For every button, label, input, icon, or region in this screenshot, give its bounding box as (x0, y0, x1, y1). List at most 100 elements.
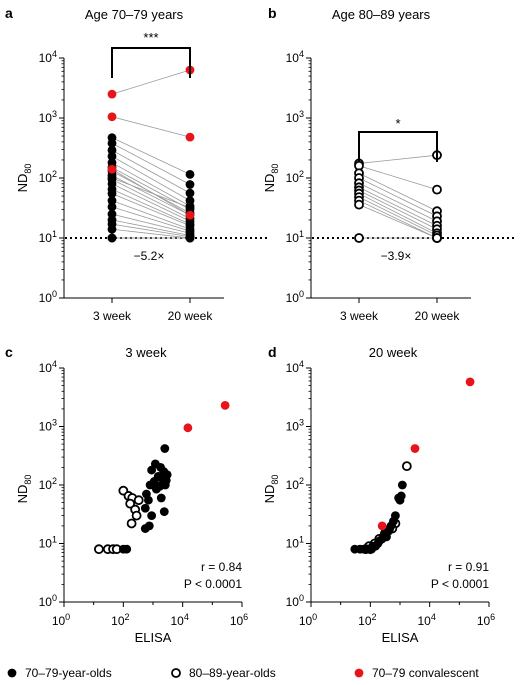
y-tick-label: 102 (39, 476, 57, 492)
point-3-week (107, 173, 117, 183)
y-tick-label: 104 (39, 49, 57, 65)
data-point-black (147, 511, 157, 520)
pair-connector (358, 193, 438, 234)
data-point-red (220, 400, 230, 410)
data-point-black (147, 465, 157, 475)
data-point-red (465, 377, 475, 387)
legend-marker (354, 668, 364, 678)
data-point-open (131, 510, 142, 521)
point-3-week (107, 151, 117, 161)
significance-bracket (111, 47, 191, 78)
y-tick-label: 102 (286, 169, 304, 185)
data-point-open (126, 518, 137, 529)
data-point-black (367, 544, 376, 554)
y-tick-label: 103 (39, 109, 57, 125)
data-point-open (133, 495, 144, 506)
point-20-week (185, 169, 195, 179)
significance-label: *** (143, 30, 158, 45)
pair-connector (111, 162, 191, 207)
pair-connector (111, 188, 191, 225)
data-point-red (183, 423, 193, 433)
pair-connector (111, 69, 191, 95)
point-3-week (107, 196, 117, 206)
point-20-week (185, 203, 195, 213)
y-tick-label: 101 (286, 229, 304, 245)
pair-connector (358, 177, 438, 217)
legend-label: 80–89-year-olds (189, 666, 276, 680)
x-tick-label: 104 (170, 612, 188, 628)
point-20-week (185, 188, 195, 198)
point-20-week (185, 210, 195, 220)
panel-a: a Age 70–79 years ND80 100 101 102 103 104 3 wee… (5, 5, 267, 323)
pair-connector (111, 142, 191, 185)
x-tick-label: 100 (52, 612, 70, 628)
data-point-black (394, 493, 404, 503)
point-3-week (107, 112, 117, 122)
y-tick-label: 102 (39, 169, 57, 185)
pair-connector (111, 200, 191, 230)
x-tick-label: 20 week (415, 309, 461, 323)
point-20-week (185, 233, 195, 243)
pair-connector (111, 149, 191, 194)
r-value: r = 0.84 (201, 560, 242, 574)
x-tick-label: 102 (111, 612, 129, 628)
point-3-week (107, 224, 117, 234)
pair-connector (358, 186, 438, 227)
data-point-open (401, 461, 412, 472)
x-axis-label: ELISA (382, 630, 419, 645)
pair-connector (111, 228, 191, 239)
panel-title: 20 week (369, 345, 418, 360)
panel-d: d 20 week ND80 100 101 102 103 104 100 102 104 106 E… (262, 344, 495, 645)
pair-connector (111, 155, 191, 201)
y-tick-label: 102 (286, 476, 304, 492)
data-point-red (377, 521, 387, 531)
legend-label: 70–79 convalescent (372, 666, 479, 680)
data-point-open (125, 498, 136, 509)
pair-connector (111, 206, 191, 232)
point-3-week (107, 164, 117, 174)
panel-title: Age 80–89 years (332, 7, 431, 22)
pair-connector (358, 204, 438, 239)
p-value: P < 0.0001 (431, 577, 489, 591)
y-tick-label: 101 (39, 535, 57, 551)
data-point-red (410, 444, 420, 453)
data-point-black (397, 480, 407, 490)
pair-connector (358, 165, 438, 191)
y-tick-label: 104 (286, 359, 304, 375)
panel-title: 3 week (125, 345, 167, 360)
x-tick-label: 3 week (340, 309, 379, 323)
x-tick-label: 3 week (93, 309, 132, 323)
panel-letter: c (5, 344, 13, 360)
panel-b: b Age 80–89 years ND80 100 101 102 103 104 3 wee… (262, 5, 514, 323)
pair-connector (111, 223, 191, 238)
data-point-black (140, 503, 150, 513)
point-3-week (107, 202, 117, 212)
pair-connector (111, 219, 191, 236)
x-axis-label: ELISA (135, 630, 172, 645)
pair-connector (358, 172, 438, 212)
data-point-black (145, 480, 155, 490)
point-3-week (107, 145, 117, 155)
y-tick-label: 103 (286, 109, 304, 125)
pair-connector (111, 175, 191, 216)
pair-connector (358, 200, 438, 239)
legend: 70–79-year-olds 80–89-year-olds 70–79 conv… (7, 666, 479, 680)
y-axis-label: ND80 (15, 164, 33, 193)
point-3-week (107, 189, 117, 198)
x-tick-label: 106 (477, 612, 495, 628)
panel-letter: b (268, 5, 277, 21)
data-point-black (160, 444, 170, 453)
pair-connector (111, 116, 191, 138)
data-point-black (151, 484, 161, 494)
pair-connector (111, 137, 191, 175)
y-tick-label: 104 (286, 49, 304, 65)
y-tick-label: 100 (39, 289, 57, 305)
point-3-week (107, 233, 117, 243)
y-axis-label: ND80 (262, 475, 280, 504)
x-tick-label: 106 (230, 612, 248, 628)
pair-connector (358, 196, 438, 236)
y-tick-label: 101 (286, 535, 304, 551)
pair-connector (358, 190, 438, 230)
pair-connector (111, 193, 191, 227)
